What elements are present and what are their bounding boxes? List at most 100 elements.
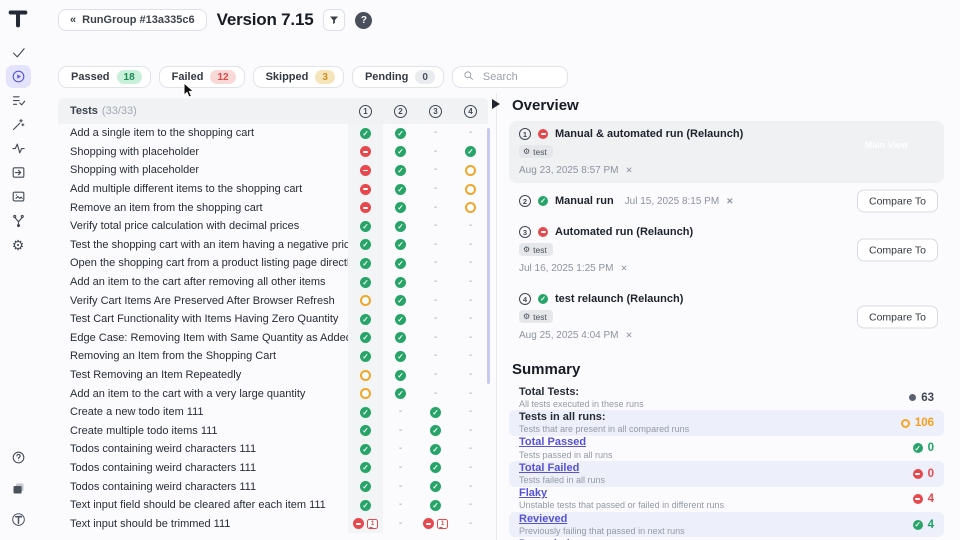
- collapse-panel-icon[interactable]: [492, 99, 505, 109]
- table-row[interactable]: Test the shopping cart with an item havi…: [58, 235, 488, 255]
- help-circle-icon[interactable]: [6, 446, 31, 469]
- status-cell: ✓: [348, 272, 383, 292]
- table-row[interactable]: Test Cart Functionality with Items Havin…: [58, 309, 488, 329]
- summary-label[interactable]: Revieved: [519, 512, 568, 525]
- status-cell: -: [383, 514, 418, 533]
- sidebar-item-wand-icon[interactable]: [6, 113, 31, 136]
- table-row[interactable]: Create a new todo item 111 ✓ - ✓ -: [58, 402, 488, 422]
- status-cell: -: [383, 477, 418, 496]
- summary-row: Tests in all runs: Tests that are present…: [509, 410, 944, 436]
- run-date-line: Jul 16, 2025 1:25 PM ✕: [519, 263, 854, 274]
- summary-label[interactable]: Total Passed: [519, 436, 587, 449]
- run-column-header[interactable]: 3: [418, 104, 453, 118]
- table-row[interactable]: Add multiple different items to the shop…: [58, 179, 488, 199]
- settings-gear-icon[interactable]: ⚙: [11, 236, 25, 253]
- status-passed-icon: ✓: [360, 257, 371, 269]
- status-cell: -: [418, 161, 453, 180]
- table-row[interactable]: Text input field should be cleared after…: [58, 495, 488, 515]
- summary-count: 106: [914, 417, 934, 430]
- status-cell: -: [453, 254, 488, 273]
- no-run-dash: -: [468, 294, 473, 306]
- compare-to-button[interactable]: Compare To: [856, 238, 938, 262]
- comment-badge-icon[interactable]: 1: [437, 518, 448, 530]
- summary-row: Revieved Previously failing that passed i…: [509, 511, 944, 538]
- back-to-rungroup-button[interactable]: « RunGroup #13a335c6: [58, 9, 207, 31]
- remove-run-icon[interactable]: ✕: [726, 195, 734, 206]
- table-row[interactable]: Add an item to the cart after removing a…: [58, 272, 488, 292]
- help-button[interactable]: ?: [355, 11, 373, 29]
- status-passed-icon: ✓: [430, 443, 441, 455]
- table-row[interactable]: Verify total price calculation with deci…: [58, 216, 488, 236]
- filter-button[interactable]: [323, 9, 346, 31]
- remove-run-icon[interactable]: ✕: [625, 330, 633, 341]
- summary-label[interactable]: Flaky: [519, 487, 548, 500]
- sidebar-item-analytics-icon[interactable]: [6, 137, 31, 160]
- run-number-circle: 1: [359, 104, 372, 118]
- filter-chip-passed[interactable]: Passed 18: [58, 66, 151, 88]
- no-run-dash: -: [468, 257, 473, 269]
- table-row[interactable]: Edge Case: Removing Item with Same Quant…: [58, 328, 488, 348]
- status-cell: -: [418, 384, 453, 403]
- chip-label: Skipped: [265, 71, 309, 83]
- table-row[interactable]: Remove an item from the shopping cart ✓ -: [58, 198, 488, 217]
- summary-label[interactable]: Total Failed: [519, 461, 580, 474]
- user-avatar[interactable]: [6, 508, 31, 531]
- table-row[interactable]: Test Removing an Item Repeatedly ✓ - -: [58, 365, 488, 385]
- run-item[interactable]: 1 Manual & automated run (Relaunch) ⚙ test A…: [509, 121, 944, 183]
- compare-to-button[interactable]: Compare To: [856, 189, 938, 213]
- compare-to-button[interactable]: Compare To: [856, 305, 938, 329]
- funnel-icon: [330, 16, 339, 24]
- status-passed-icon: ✓: [395, 257, 406, 269]
- sidebar-item-import-icon[interactable]: [6, 161, 31, 184]
- filter-chip-skipped[interactable]: Skipped 3: [252, 66, 344, 88]
- table-row[interactable]: Verify Cart Items Are Preserved After Br…: [58, 291, 488, 310]
- projects-icon[interactable]: [6, 477, 31, 500]
- comment-badge-icon[interactable]: 1: [367, 518, 378, 530]
- status-passed-icon: ✓: [360, 239, 371, 251]
- table-row[interactable]: Open the shopping cart from a product li…: [58, 254, 488, 273]
- search-box[interactable]: [451, 66, 568, 88]
- sidebar-item-testcases-icon[interactable]: [6, 89, 31, 112]
- run-item[interactable]: 2 ✓ Manual run Jul 15, 2025 8:15 PM ✕ Compare…: [509, 188, 944, 214]
- status-cell: -: [418, 310, 453, 329]
- filter-chip-failed[interactable]: Failed 12: [158, 66, 245, 88]
- no-run-dash: -: [398, 461, 403, 473]
- panel-scrollbar[interactable]: [487, 128, 490, 384]
- status-cell: ✓: [453, 143, 488, 162]
- run-column-header[interactable]: 2: [383, 104, 418, 118]
- table-row[interactable]: Shopping with placeholder ✓ - ✓: [58, 142, 488, 162]
- table-row[interactable]: Add a single item to the shopping cart ✓ ✓…: [58, 124, 488, 143]
- run-item[interactable]: 3 Automated run (Relaunch) ⚙ test Jul 16, 20…: [509, 219, 944, 281]
- run-item[interactable]: 4 ✓ test relaunch (Relaunch) ⚙ test Aug 25, 2…: [509, 286, 944, 348]
- app-logo-icon[interactable]: [7, 7, 29, 29]
- no-run-dash: -: [398, 443, 403, 455]
- table-row[interactable]: Todos containing weird characters 111 ✓ - ✓…: [58, 458, 488, 478]
- table-row[interactable]: Text input should be trimmed 111 1 - 1 -: [58, 514, 488, 534]
- status-cell: -: [418, 143, 453, 162]
- remove-run-icon[interactable]: ✕: [625, 165, 633, 176]
- table-row[interactable]: Todos containing weird characters 111 ✓ - ✓…: [58, 477, 488, 496]
- status-skipped-icon: [360, 369, 371, 381]
- sidebar-item-media-icon[interactable]: [6, 185, 31, 208]
- table-row[interactable]: Add an item to the cart with a very larg…: [58, 384, 488, 403]
- filter-chip-pending[interactable]: Pending 0: [351, 66, 444, 88]
- table-row[interactable]: Removing an Item from the Shopping Cart ✓…: [58, 347, 488, 366]
- status-cell: ✓: [348, 440, 383, 459]
- status-cell: -: [453, 477, 488, 496]
- table-row[interactable]: Create multiple todo items 111 ✓ - ✓ -: [58, 421, 488, 441]
- status-passed-icon: ✓: [360, 481, 371, 493]
- run-column-header[interactable]: 1: [348, 104, 383, 118]
- sidebar-item-checks-icon[interactable]: [6, 41, 31, 64]
- run-column-header[interactable]: 4: [453, 104, 488, 118]
- status-cell: [453, 161, 488, 180]
- sidebar-item-branches-icon[interactable]: [6, 209, 31, 232]
- table-row[interactable]: Todos containing weird characters 111 ✓ - ✓…: [58, 440, 488, 459]
- table-row[interactable]: Shopping with placeholder ✓ -: [58, 161, 488, 180]
- remove-run-icon[interactable]: ✕: [620, 263, 628, 274]
- sidebar-item-runs-icon[interactable]: [5, 65, 31, 88]
- run-name: Manual run: [555, 195, 614, 207]
- page-title: Version 7.15: [216, 10, 314, 29]
- status-cell: -: [453, 217, 488, 236]
- search-input[interactable]: [480, 70, 561, 84]
- summary-label[interactable]: Degraded: [519, 538, 913, 540]
